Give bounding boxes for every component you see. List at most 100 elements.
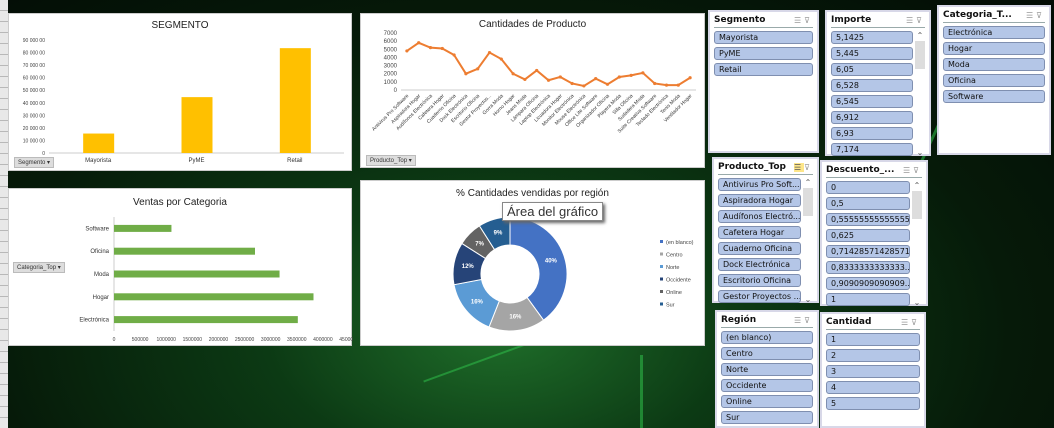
slicer-item[interactable]: Cafetera Hogar (718, 226, 801, 239)
chart-title: SEGMENTO (151, 20, 209, 31)
scroll-down-icon[interactable]: ⌄ (913, 298, 921, 307)
slicer-cantidad[interactable]: Cantidad ☰⊽ 1 2 3 4 5 (820, 312, 926, 428)
slicer-segmento[interactable]: Segmento ☰⊽ Mayorista PyME Retail (708, 10, 819, 153)
slicer-item[interactable]: 3 (826, 365, 920, 378)
clear-filter-icon[interactable]: ⊽ (916, 15, 925, 25)
scroll-down-icon[interactable]: ⌄ (916, 148, 924, 157)
slicer-item[interactable]: Mayorista (714, 31, 813, 44)
y-tick-label: Moda (94, 272, 110, 278)
slicer-item[interactable]: 6,545 (831, 95, 913, 108)
slicer-item[interactable]: Gestor Proyectos ... (718, 290, 801, 303)
slicer-item[interactable]: 0,625 (826, 229, 910, 242)
slicer-item[interactable]: 6,528 (831, 79, 913, 92)
slicer-item[interactable]: 2 (826, 349, 920, 362)
slicer-item[interactable]: 5 (826, 397, 920, 410)
data-point (617, 75, 621, 79)
clear-filter-icon[interactable]: ⊽ (1036, 10, 1045, 20)
multi-select-icon[interactable]: ☰ (900, 317, 912, 327)
slicer-item[interactable]: 1 (826, 293, 910, 306)
slicer-item[interactable]: 5,445 (831, 47, 913, 60)
scroll-up-icon[interactable]: ⌃ (913, 181, 921, 190)
slicer-item[interactable]: Antivirus Pro Soft... (718, 178, 801, 191)
slicer-title: Producto_Top (718, 162, 786, 172)
slicer-item[interactable]: 0 (826, 181, 910, 194)
slicer-item[interactable]: 6,912 (831, 111, 913, 124)
slicer-item[interactable]: Electrónica (943, 26, 1045, 39)
multi-select-icon[interactable]: ☰ (1025, 10, 1037, 20)
slicer-item[interactable]: PyME (714, 47, 813, 60)
slicer-item[interactable]: 5,1425 (831, 31, 913, 44)
scroll-down-icon[interactable]: ⌄ (804, 295, 812, 304)
y-tick-label: 1000 (384, 80, 398, 86)
slicer-item[interactable]: 0,714285714285714 (826, 245, 910, 258)
product-filter-button[interactable]: Producto_Top ▾ (366, 155, 416, 166)
scroll-thumb[interactable] (915, 41, 925, 69)
slicer-item[interactable]: Occidente (721, 379, 813, 392)
slicer-item[interactable]: 6,93 (831, 127, 913, 140)
data-point (464, 72, 468, 76)
product-quantity-chart[interactable]: Cantidades de Producto 0 1000 2000 3000 4000… (360, 13, 705, 168)
multi-select-icon[interactable]: ☰ (793, 162, 805, 172)
x-tick-label: 2500000 (235, 337, 255, 343)
slicer-item[interactable]: Online (721, 395, 813, 408)
x-tick-label: Retail (287, 158, 302, 164)
scroll-up-icon[interactable]: ⌃ (916, 31, 924, 40)
scroll-thumb[interactable] (803, 188, 813, 216)
slicer-title: Categoria_T... (943, 10, 1012, 20)
slicer-scrollbar[interactable]: ⌃ ⌄ (915, 31, 925, 157)
region-chart-plot: 40% (en blanco) 16% Centro 16% Norte 12% Occide… (452, 216, 694, 332)
clear-filter-icon[interactable]: ⊽ (804, 162, 813, 172)
clear-filter-icon[interactable]: ⊽ (913, 165, 922, 175)
slicer-item[interactable]: Moda (943, 58, 1045, 71)
slicer-item[interactable]: 0,9090909090909... (826, 277, 910, 290)
bar-pyme (181, 97, 213, 153)
slicer-item[interactable]: (en blanco) (721, 331, 813, 344)
slicer-item[interactable]: 0,555555555555556 (826, 213, 910, 226)
category-sales-chart[interactable]: Ventas por Categoria 0 500000 1000000 15000… (8, 188, 353, 346)
slicer-item[interactable]: Dock Electrónica (718, 258, 801, 271)
slicer-item[interactable]: 6,05 (831, 63, 913, 76)
slicer-item[interactable]: Sur (721, 411, 813, 424)
data-point (523, 77, 527, 82)
slicer-item[interactable]: Software (943, 90, 1045, 103)
slicer-item[interactable]: 4 (826, 381, 920, 394)
slicer-item[interactable]: Norte (721, 363, 813, 376)
slicer-importe[interactable]: Importe ☰⊽ 5,1425 5,445 6,05 6,528 6,545 6,912 6… (825, 10, 931, 157)
slicer-item[interactable]: Hogar (943, 42, 1045, 55)
scroll-up-icon[interactable]: ⌃ (804, 178, 812, 187)
slicer-descuento[interactable]: Descuento_... ☰⊽ 0 0,5 0,555555555555556 0,62… (820, 160, 928, 307)
data-label: 9% (494, 231, 503, 237)
slicer-item[interactable]: Centro (721, 347, 813, 360)
slicer-producto[interactable]: Producto_Top ☰⊽ Antivirus Pro Soft... Aspir… (712, 157, 819, 304)
multi-select-icon[interactable]: ☰ (793, 315, 805, 325)
slicer-item[interactable]: 0,8333333333333... (826, 261, 910, 274)
multi-select-icon[interactable]: ☰ (905, 15, 917, 25)
slicer-item[interactable]: Escritorio Oficina (718, 274, 801, 287)
data-label: 40% (545, 259, 558, 265)
segment-chart[interactable]: SEGMENTO 0 10 000 00 20 000 00 30 000 00 40 … (8, 13, 352, 171)
clear-filter-icon[interactable]: ⊽ (911, 317, 920, 327)
slicer-item[interactable]: Oficina (943, 74, 1045, 87)
data-point (405, 49, 409, 53)
multi-select-icon[interactable]: ☰ (793, 15, 805, 25)
region-donut-chart[interactable]: % Cantidades vendidas por región 40% (en … (360, 180, 705, 346)
slicer-item[interactable]: 7,174 (831, 143, 913, 156)
slicer-region[interactable]: Región ☰⊽ (en blanco) Centro Norte Occidente O… (715, 310, 819, 428)
bar-electrónica (114, 316, 298, 324)
slicer-categoria[interactable]: Categoria_T... ☰⊽ Electrónica Hogar Moda Ofic… (937, 5, 1051, 155)
slicer-item[interactable]: 0,5 (826, 197, 910, 210)
slicer-item[interactable]: 1 (826, 333, 920, 346)
clear-filter-icon[interactable]: ⊽ (804, 15, 813, 25)
slicer-item[interactable]: Retail (714, 63, 813, 76)
slicer-item[interactable]: Aspiradora Hogar (718, 194, 801, 207)
scroll-thumb[interactable] (912, 191, 922, 219)
slicer-scrollbar[interactable]: ⌃ ⌄ (912, 181, 922, 307)
category-filter-button[interactable]: Categoria_Top ▾ (13, 262, 65, 273)
slicer-item[interactable]: Audífonos Electró... (718, 210, 801, 223)
slicer-scrollbar[interactable]: ⌃ ⌄ (803, 178, 813, 304)
slicer-item[interactable]: Cuaderno Oficina (718, 242, 801, 255)
segment-filter-button[interactable]: Segmento ▾ (14, 157, 55, 168)
y-tick-label: 10 000 00 (23, 138, 45, 144)
clear-filter-icon[interactable]: ⊽ (804, 315, 813, 325)
multi-select-icon[interactable]: ☰ (902, 165, 914, 175)
